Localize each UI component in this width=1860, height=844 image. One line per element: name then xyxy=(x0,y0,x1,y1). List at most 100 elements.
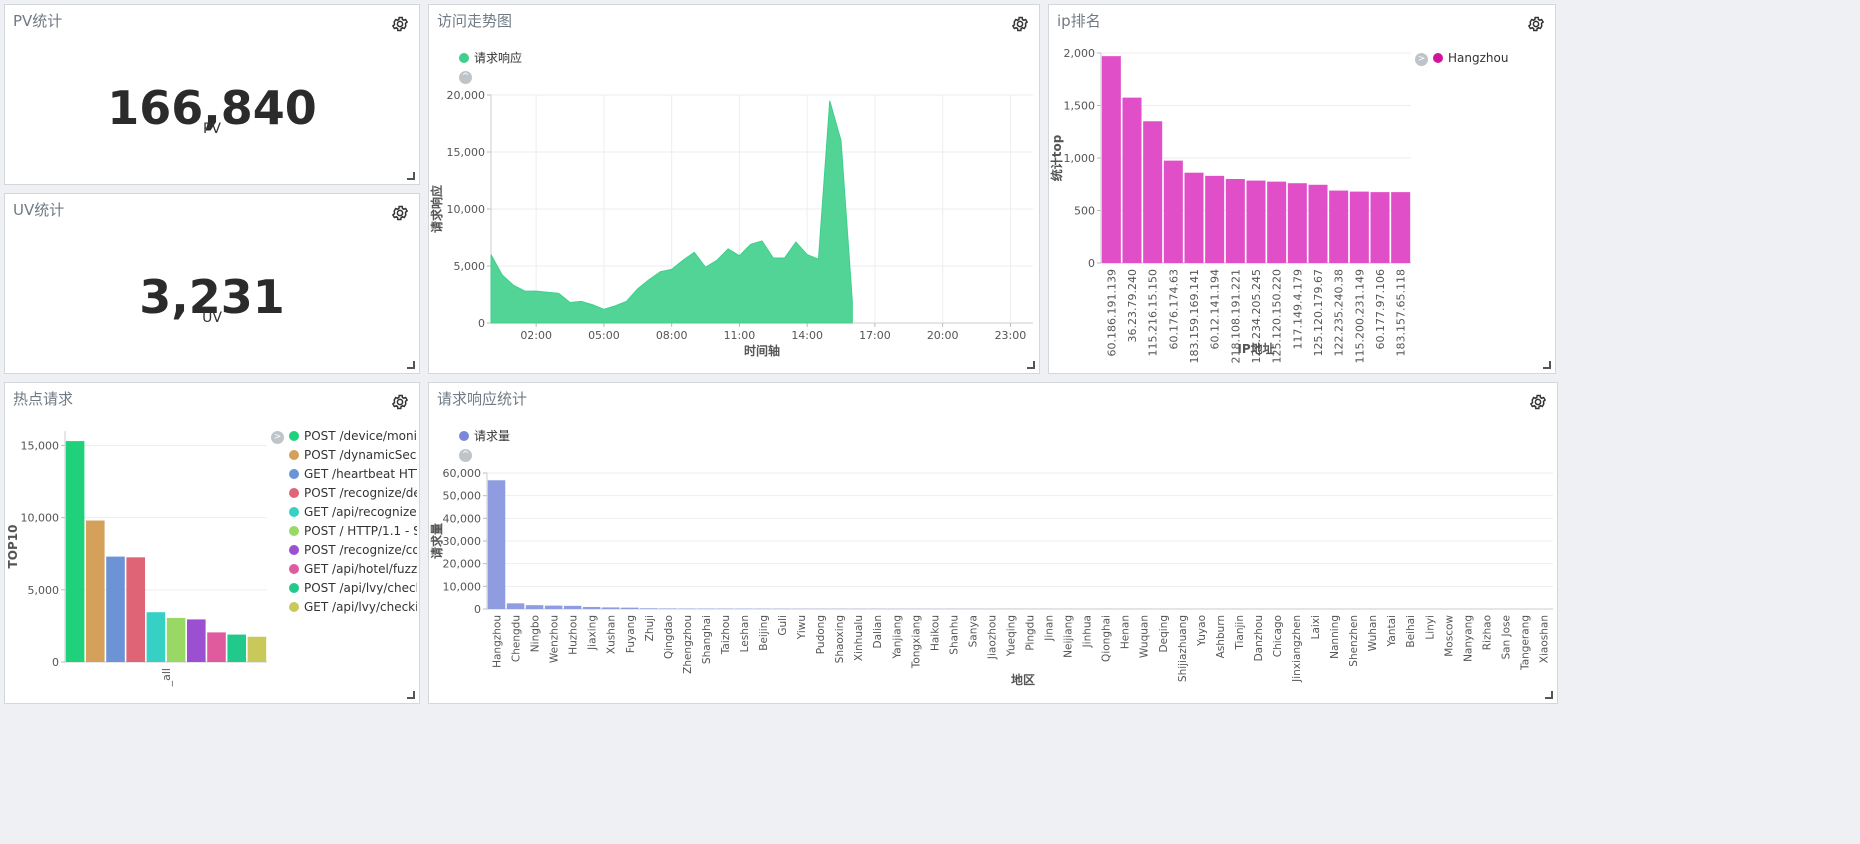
x-tick-label: Dalian xyxy=(872,615,884,648)
chevron-up-icon[interactable]: ^ xyxy=(459,449,472,462)
x-tick-label: Xinhualu xyxy=(853,615,865,661)
x-tick-label: Danzhou xyxy=(1253,615,1265,661)
x-tick-label: Jiaxing xyxy=(587,615,599,651)
x-tick-label: Moscow xyxy=(1443,615,1455,657)
bar xyxy=(166,617,186,662)
legend-item[interactable]: Hangzhou xyxy=(1433,48,1508,67)
legend-dot xyxy=(289,544,299,555)
y-tick-label: 2,000 xyxy=(1064,47,1096,60)
x-tick-label: Jiaozhou xyxy=(986,615,998,660)
chevron-up-icon[interactable]: ^ xyxy=(459,71,472,84)
legend-item[interactable]: POST /api/lvy/checko... xyxy=(289,578,417,597)
y-tick-label: 15,000 xyxy=(447,146,486,159)
legend-item[interactable]: POST /device/monito... xyxy=(289,426,417,445)
gear-icon[interactable] xyxy=(1527,15,1545,33)
bar xyxy=(1267,181,1287,263)
x-tick-label: Yueqing xyxy=(1005,615,1017,657)
y-axis-title: 统计top xyxy=(1049,134,1064,181)
chart-legend: 请求量 xyxy=(459,426,510,445)
x-tick-label: Zhengzhou xyxy=(682,615,694,674)
legend-label: 请求响应 xyxy=(474,51,523,65)
resize-handle-icon[interactable] xyxy=(1545,691,1553,699)
gear-icon[interactable] xyxy=(391,15,409,33)
legend-label: POST /api/lvy/checko... xyxy=(304,580,417,595)
x-tick-label: 125.120.150.220 xyxy=(1271,269,1284,363)
y-tick-label: 0 xyxy=(1088,257,1095,270)
x-tick-label: Rizhao xyxy=(1481,615,1493,650)
legend-item[interactable]: POST /recognize/dete... xyxy=(289,483,417,502)
legend-dot xyxy=(289,430,299,441)
x-tick-label: Wuquan xyxy=(1139,615,1151,658)
x-tick-label: Shijiazhuang xyxy=(1177,615,1189,682)
legend-item[interactable]: 请求响应 xyxy=(459,48,522,67)
bar xyxy=(1370,192,1390,263)
gear-icon[interactable] xyxy=(1529,393,1547,411)
x-tick-label: Nanning xyxy=(1329,615,1341,659)
bar xyxy=(1143,121,1163,263)
x-tick-label: Tianjin xyxy=(1234,615,1246,651)
legend-dot xyxy=(1433,52,1443,63)
chart-legend: POST /device/monito... POST /dynamicSecur… xyxy=(289,426,417,616)
resize-handle-icon[interactable] xyxy=(407,172,415,180)
legend-item[interactable]: GET /heartbeat HTTP... xyxy=(289,464,417,483)
resize-handle-icon[interactable] xyxy=(1543,361,1551,369)
y-tick-label: 1,000 xyxy=(1064,152,1096,165)
x-tick-label: Taizhou xyxy=(720,615,732,655)
legend-dot xyxy=(289,582,299,593)
gear-icon[interactable] xyxy=(1011,15,1029,33)
bar xyxy=(1101,56,1121,264)
x-tick-label: Pingdu xyxy=(1025,615,1037,651)
trend-panel: 访问走势图 请求响应 ^ 0 5,000 10,000 15,000 20,000 请求响… xyxy=(428,4,1040,374)
x-tick-label: Ningbo xyxy=(530,615,542,652)
bar xyxy=(601,607,620,609)
legend-item[interactable]: 请求量 xyxy=(459,426,510,445)
panel-title: UV统计 xyxy=(13,201,65,219)
x-tick-label: Deqing xyxy=(1158,615,1170,652)
x-tick-label: 05:00 xyxy=(588,329,620,342)
bar xyxy=(544,605,563,609)
x-tick-label: 14:00 xyxy=(791,329,823,342)
legend-dot xyxy=(459,52,469,63)
legend-item[interactable]: GET /api/hotel/fuzzyS... xyxy=(289,559,417,578)
y-axis-title: TOP10 xyxy=(6,525,20,569)
resize-handle-icon[interactable] xyxy=(407,691,415,699)
y-tick-label: 500 xyxy=(1074,205,1095,218)
bar xyxy=(1184,172,1204,263)
gear-icon[interactable] xyxy=(391,393,409,411)
legend-item[interactable]: POST /recognize/com... xyxy=(289,540,417,559)
chart-legend: 请求响应 xyxy=(459,48,522,67)
x-tick-label: 23:00 xyxy=(995,329,1027,342)
legend-item[interactable]: GET /api/recognizeLo... xyxy=(289,502,417,521)
legend-label: POST /recognize/dete... xyxy=(304,485,417,500)
x-tick-label: Jinhua xyxy=(1082,615,1094,648)
x-axis-title: 时间轴 xyxy=(744,343,780,358)
resp-chart: 0 10,000 20,000 30,000 40,000 50,000 60,000 请求量… xyxy=(429,467,1553,687)
legend-dot xyxy=(289,449,299,460)
legend-item[interactable]: POST /dynamicSecuri... xyxy=(289,445,417,464)
resize-handle-icon[interactable] xyxy=(1027,361,1035,369)
legend-dot xyxy=(459,430,469,441)
gear-icon[interactable] xyxy=(391,204,409,222)
ip-panel: ip排名 > Hangzhou 0 500 1,000 1,500 2,000 统计top… xyxy=(1048,4,1556,374)
x-tick-label: 60.176.174.63 xyxy=(1167,269,1180,349)
hot-chart: 0 5,000 10,000 15,000 TOP10 _all xyxy=(6,431,267,687)
legend-item[interactable]: GET /api/lvy/checkin/... xyxy=(289,597,417,616)
y-tick-label: 5,000 xyxy=(28,584,60,597)
x-tick-label: Wenzhou xyxy=(549,615,561,663)
x-tick-label: Beijing xyxy=(758,615,770,651)
chevron-right-icon[interactable]: > xyxy=(1415,53,1428,66)
y-tick-label: 0 xyxy=(52,656,59,669)
x-axis-title: IP地址 xyxy=(1237,341,1274,356)
y-tick-label: 10,000 xyxy=(443,580,482,593)
bar xyxy=(1205,175,1225,263)
panel-title: 访问走势图 xyxy=(437,12,513,30)
uv-panel: UV统计 3,231 UV xyxy=(4,193,420,374)
chevron-right-icon[interactable]: > xyxy=(271,431,284,444)
legend-label: POST / HTTP/1.1 - Se... xyxy=(304,523,417,538)
y-axis-title: 请求量 xyxy=(429,523,444,559)
legend-item[interactable]: POST / HTTP/1.1 - Se... xyxy=(289,521,417,540)
legend-label: GET /api/lvy/checkin/... xyxy=(304,599,417,614)
bar xyxy=(1308,184,1328,263)
resize-handle-icon[interactable] xyxy=(407,361,415,369)
bar xyxy=(1391,192,1411,263)
